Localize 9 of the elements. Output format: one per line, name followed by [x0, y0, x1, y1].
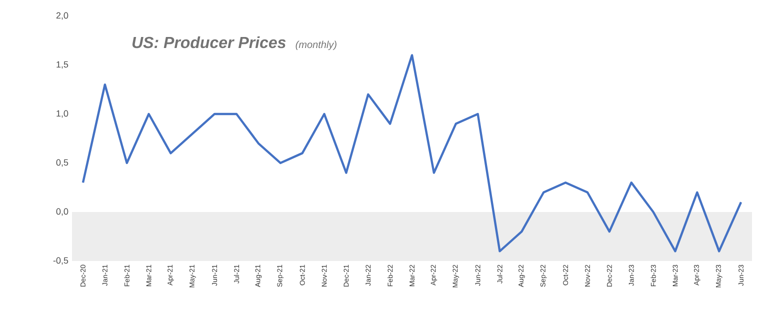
text: (monthly)	[296, 40, 336, 50]
y-tick-label: 0,5	[56, 159, 68, 167]
y-tick-label: 1,0	[56, 110, 68, 118]
y-tick-label: -0,5	[53, 257, 68, 265]
y-tick-label: 1,5	[56, 61, 68, 69]
line-series	[82, 54, 742, 252]
y-tick-label: 2,0	[56, 12, 68, 20]
text: US: Producer Prices	[132, 36, 286, 48]
y-tick-label: 0,0	[56, 208, 68, 216]
